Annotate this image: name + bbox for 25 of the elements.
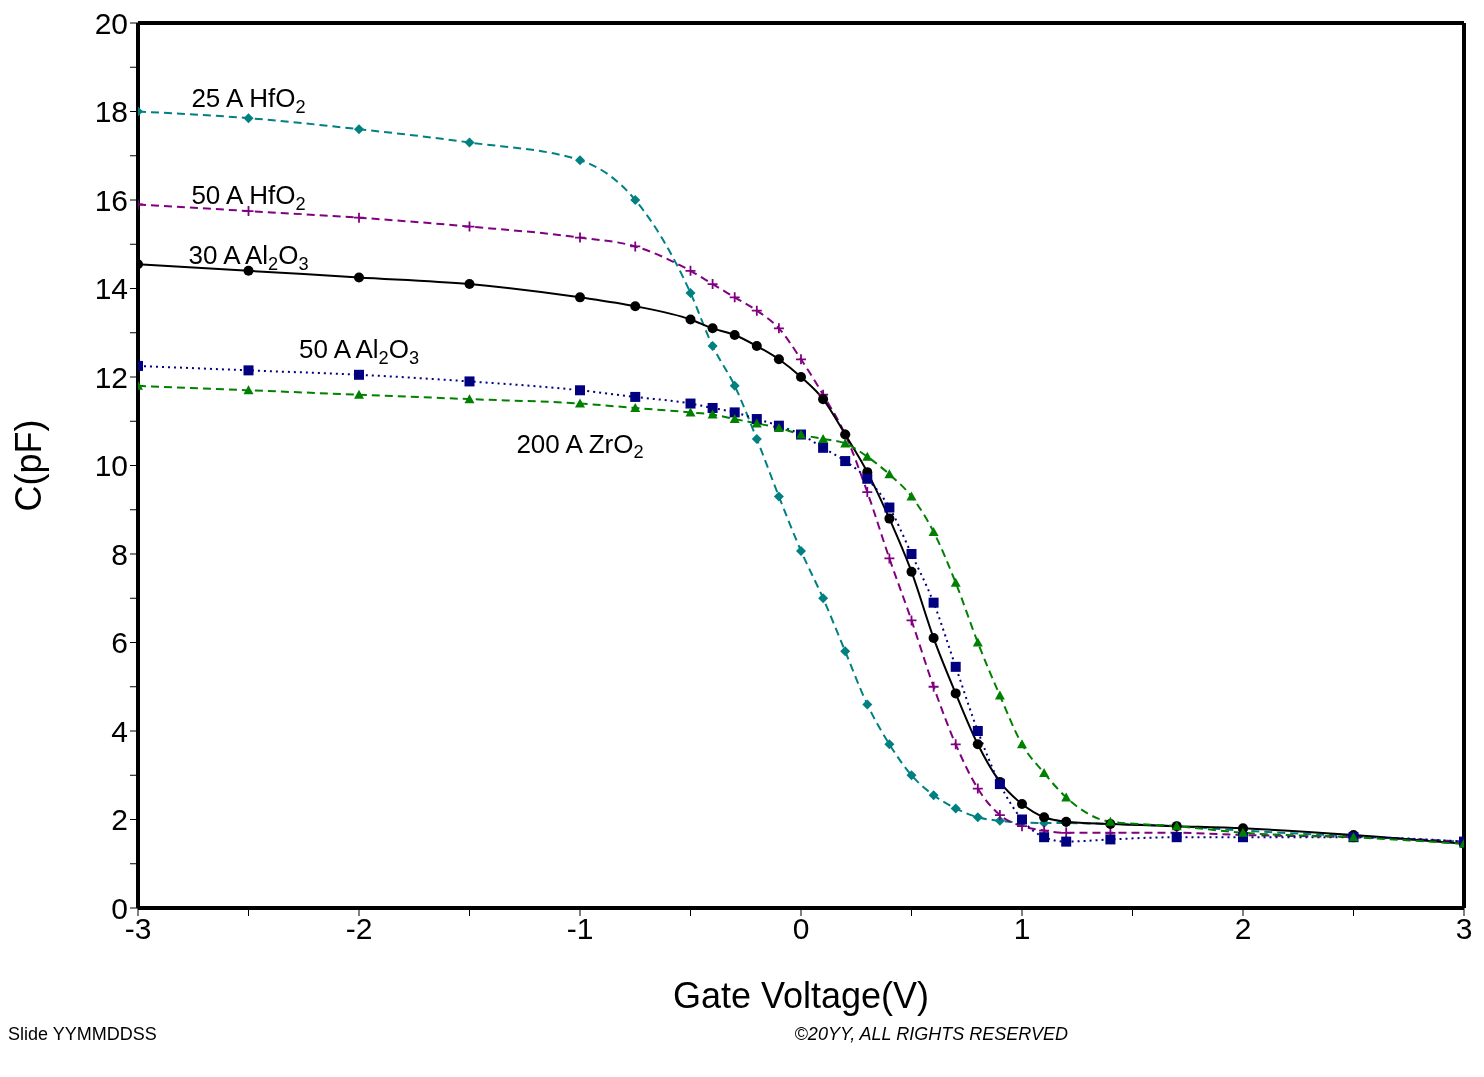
x-tick-label: 2 <box>1234 912 1252 946</box>
y-tick-label: 10 <box>94 449 128 483</box>
y-tick-label: 18 <box>94 95 128 129</box>
x-tick-label: -1 <box>566 912 594 946</box>
y-tick-label: 14 <box>94 272 128 306</box>
text: Slide YYMMDDSS <box>8 1024 157 1045</box>
y-tick-label: 6 <box>111 626 128 660</box>
x-tick-label: 3 <box>1455 912 1473 946</box>
y-tick-label: 8 <box>111 537 128 571</box>
x-axis-title: Gate Voltage(V) <box>672 975 930 1016</box>
y-tick-label: 2 <box>111 803 128 837</box>
series-label: 30 A Al$_{2}$O$_{3}$ <box>188 239 309 274</box>
series-label: 25 A HfO$_{2}$ <box>191 83 306 117</box>
x-tick-label: 1 <box>1013 912 1031 946</box>
y-tick-label: 20 <box>94 6 128 40</box>
x-tick-label: 0 <box>792 912 810 946</box>
y-tick-label: 12 <box>94 360 128 394</box>
y-tick-label: 4 <box>111 714 128 748</box>
x-tick-label: -2 <box>345 912 373 946</box>
y-axis-title: C(pF) <box>7 419 49 512</box>
series-label: 50 A HfO$_{2}$ <box>191 179 306 214</box>
series-label: 200 A ZrO$_{2}$ <box>516 428 644 463</box>
series-label: 50 A Al$_{2}$O$_{3}$ <box>298 333 420 368</box>
y-tick-label: 16 <box>94 183 128 217</box>
text: ©20YY, ALL RIGHTS RESERVED <box>794 1024 1068 1045</box>
